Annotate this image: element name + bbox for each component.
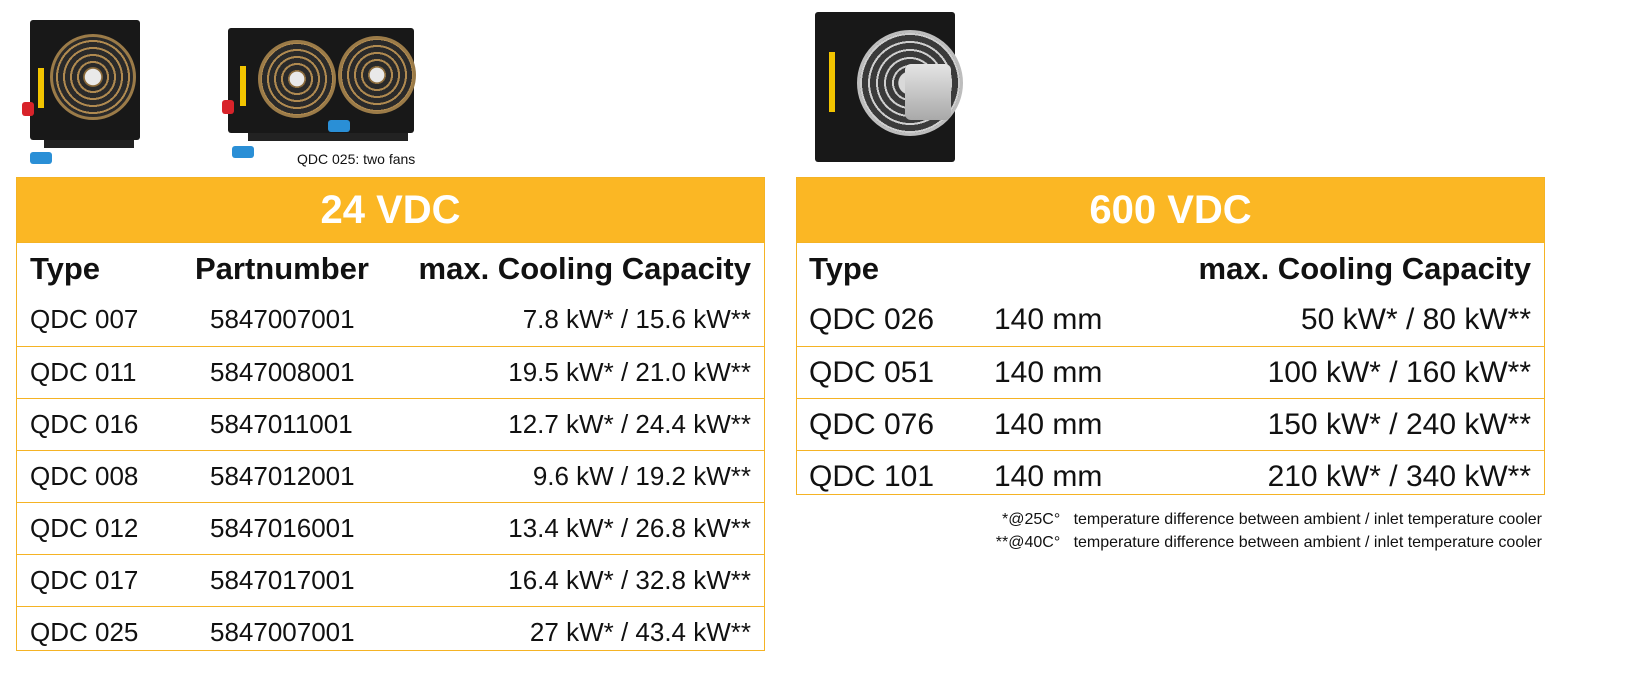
cell-size: 140 mm <box>994 460 1103 493</box>
cell-size: 140 mm <box>994 408 1103 441</box>
label-sticker <box>829 52 835 112</box>
header-type: Type <box>809 251 880 286</box>
table-title: 600 VDC <box>797 178 1544 242</box>
table-row: QDC 008 5847012001 9.6 kW / 19.2 kW** <box>17 450 764 502</box>
cell-partnumber: 5847017001 <box>210 565 355 595</box>
inlet-port-icon <box>222 100 234 114</box>
table-row: QDC 026 140 mm 50 kW* / 80 kW** <box>797 294 1544 346</box>
cell-type: QDC 008 <box>30 461 139 491</box>
fan-icon <box>258 40 336 118</box>
cell-type: QDC 011 <box>30 357 137 387</box>
cell-capacity: 7.8 kW* / 15.6 kW** <box>522 304 751 334</box>
cell-type: QDC 025 <box>30 617 139 647</box>
label-sticker <box>38 68 44 108</box>
cell-type: QDC 012 <box>30 513 139 543</box>
cell-partnumber: 5847012001 <box>210 461 355 491</box>
cell-capacity: 50 kW* / 80 kW** <box>1300 303 1531 336</box>
header-capacity: max. Cooling Capacity <box>1198 251 1531 286</box>
table-row: QDC 017 5847017001 16.4 kW* / 32.8 kW** <box>17 554 764 606</box>
product-image-600vdc <box>815 12 963 162</box>
cell-type: QDC 026 <box>809 303 935 336</box>
table-row: QDC 012 5847016001 13.4 kW* / 26.8 kW** <box>17 502 764 554</box>
table-row: QDC 016 5847011001 12.7 kW* / 24.4 kW** <box>17 398 764 450</box>
inlet-port-icon <box>22 102 34 116</box>
footnotes: *@25C° temperature difference between am… <box>996 508 1542 554</box>
motor-icon <box>905 64 951 120</box>
header-type: Type <box>30 251 101 286</box>
cooler-stand <box>44 140 134 148</box>
header-partnumber: Partnumber <box>195 251 369 286</box>
cell-capacity: 210 kW* / 340 kW** <box>1267 460 1531 493</box>
header-capacity: max. Cooling Capacity <box>418 251 751 286</box>
table-row: QDC 076 140 mm 150 kW* / 240 kW** <box>797 398 1544 450</box>
table-header-row: Type Partnumber max. Cooling Capacity <box>17 242 764 294</box>
fan-icon <box>338 36 416 114</box>
table-header-row: Type max. Cooling Capacity <box>797 242 1544 294</box>
cell-partnumber: 5847011001 <box>210 409 353 439</box>
product-image-single-fan <box>22 20 140 164</box>
cell-partnumber: 5847008001 <box>210 357 355 387</box>
label-sticker <box>240 66 246 106</box>
table-row: QDC 025 5847007001 27 kW* / 43.4 kW** <box>17 606 764 658</box>
table-title: 24 VDC <box>17 178 764 242</box>
footnote: *@25C° temperature difference between am… <box>1002 511 1542 528</box>
outlet-port-icon <box>232 146 254 158</box>
cell-partnumber: 5847016001 <box>210 513 355 543</box>
cooler-stand <box>248 133 408 141</box>
cell-type: QDC 007 <box>30 304 139 334</box>
table-24vdc: 24 VDC Type Partnumber max. Cooling Capa… <box>16 177 765 651</box>
cell-size: 140 mm <box>994 303 1103 336</box>
cell-partnumber: 5847007001 <box>210 304 355 334</box>
table-row: QDC 007 5847007001 7.8 kW* / 15.6 kW** <box>17 294 764 346</box>
table-row: QDC 101 140 mm 210 kW* / 340 kW** <box>797 450 1544 502</box>
cell-partnumber: 5847007001 <box>210 617 355 647</box>
cell-capacity: 19.5 kW* / 21.0 kW** <box>508 357 751 387</box>
outlet-port-icon <box>30 152 52 164</box>
footnote: **@40C° temperature difference between a… <box>995 534 1542 551</box>
table-600vdc: 600 VDC Type max. Cooling Capacity QDC 0… <box>796 177 1545 495</box>
table-row: QDC 011 5847008001 19.5 kW* / 21.0 kW** <box>17 346 764 398</box>
outlet-port-icon <box>328 120 350 132</box>
cell-type: QDC 076 <box>809 408 935 441</box>
cell-type: QDC 101 <box>809 460 935 493</box>
cell-type: QDC 051 <box>809 356 935 389</box>
cell-type: QDC 016 <box>30 409 139 439</box>
product-image-two-fans <box>222 28 416 158</box>
cell-capacity: 9.6 kW / 19.2 kW** <box>532 461 751 491</box>
cell-capacity: 13.4 kW* / 26.8 kW** <box>508 513 751 543</box>
cell-capacity: 16.4 kW* / 32.8 kW** <box>508 565 751 595</box>
cell-capacity: 150 kW* / 240 kW** <box>1267 408 1531 441</box>
cell-capacity: 27 kW* / 43.4 kW** <box>529 617 751 647</box>
table-row: QDC 051 140 mm 100 kW* / 160 kW** <box>797 346 1544 398</box>
fan-icon <box>50 34 136 120</box>
cell-size: 140 mm <box>994 356 1103 389</box>
cell-capacity: 12.7 kW* / 24.4 kW** <box>508 409 751 439</box>
image-caption: QDC 025: two fans <box>297 151 416 167</box>
cell-capacity: 100 kW* / 160 kW** <box>1267 356 1531 389</box>
cell-type: QDC 017 <box>30 565 139 595</box>
